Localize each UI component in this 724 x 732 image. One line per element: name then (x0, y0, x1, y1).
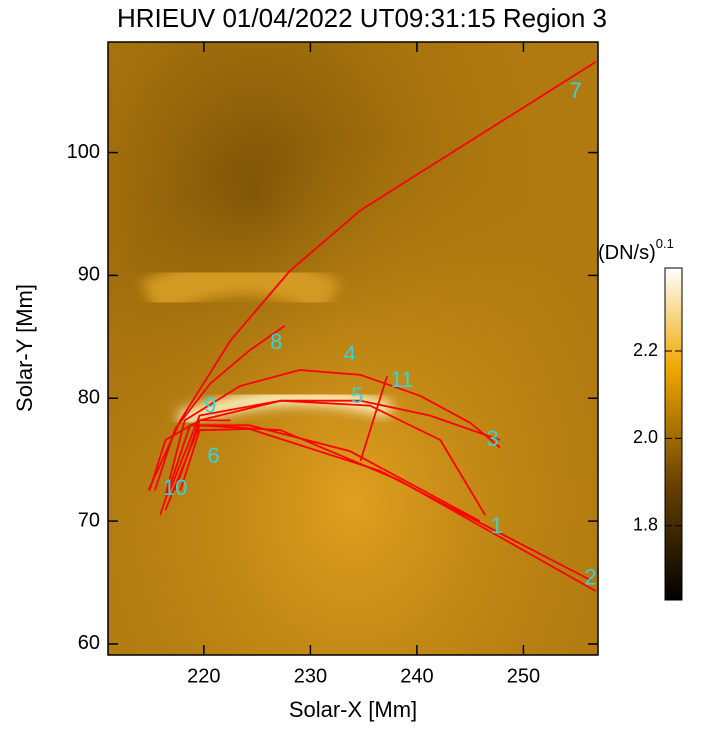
loop (164, 424, 597, 592)
colorbar (664, 267, 683, 601)
loop-label: 4 (344, 341, 356, 366)
x-axis-label: Solar-X [Mm] (289, 697, 417, 722)
loop-label: 1 (491, 513, 503, 538)
solar-image (108, 42, 598, 655)
loop-label: 6 (207, 443, 219, 468)
y-tick-label: 80 (78, 387, 100, 409)
plot-frame (107, 41, 599, 656)
y-tick-label: 70 (78, 509, 100, 531)
colorbar-exponent: 0.1 (656, 236, 674, 251)
loop-label: 7 (570, 78, 582, 103)
y-tick-label: 60 (78, 632, 100, 654)
loop-label: 9 (204, 393, 216, 418)
colorbar-tick-label: 1.8 (633, 514, 658, 534)
loop-label: 11 (391, 367, 414, 392)
loop (168, 399, 501, 491)
x-tick-label: 250 (507, 665, 540, 687)
loop (159, 424, 481, 522)
loop-label: 3 (486, 426, 498, 451)
x-tick-label: 230 (294, 665, 327, 687)
loop (154, 325, 286, 491)
loop-label: 5 (351, 383, 363, 408)
y-axis-label: Solar-Y [Mm] (12, 284, 37, 412)
x-tick-label: 220 (187, 665, 220, 687)
chart-title: HRIEUV 01/04/2022 UT09:31:15 Region 3 (117, 3, 607, 33)
loop (147, 60, 597, 491)
y-tick-label: 100 (67, 141, 100, 163)
loop (359, 375, 388, 462)
loop (179, 428, 591, 581)
loop-label: 8 (270, 329, 282, 354)
colorbar-tick-label: 2.2 (633, 340, 658, 360)
colorbar-unit: (DN/s) (598, 242, 656, 264)
loop (148, 419, 231, 491)
loop-label: 2 (584, 565, 596, 590)
colorbar-tick-label: 2.0 (633, 427, 658, 447)
x-tick-label: 240 (400, 665, 433, 687)
loop (174, 399, 486, 516)
y-tick-label: 90 (78, 264, 100, 286)
colorbar-label: (DN/s)0.1 (598, 236, 674, 264)
loop-label: 10 (163, 475, 187, 500)
loop (164, 369, 501, 496)
